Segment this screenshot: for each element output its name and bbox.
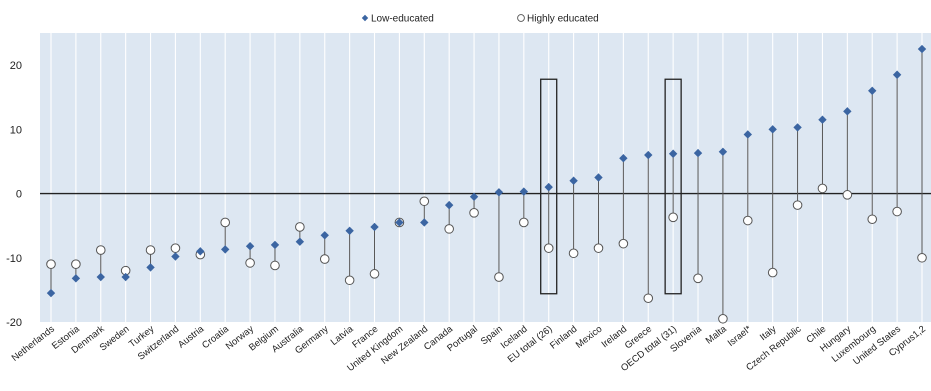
point-low-educated-slovenia <box>693 148 703 158</box>
highlight-boxes <box>540 78 682 295</box>
point-low-educated-iceland <box>519 187 529 196</box>
point-highly-educated-denmark <box>95 245 106 255</box>
point-highly-educated-france <box>369 269 380 279</box>
point-low-educated-spain <box>494 188 504 197</box>
point-highly-educated-cyprus1-2 <box>917 252 927 263</box>
point-low-educated-latvia <box>345 226 354 236</box>
point-highly-educated-oecd-total-31 <box>668 212 678 223</box>
y-tick-label: 10 <box>10 124 22 136</box>
point-highly-educated-greece <box>643 293 654 304</box>
legend-label-low-educated: Low-educated <box>371 14 434 25</box>
point-highly-educated-italy <box>767 267 778 278</box>
point-low-educated-turkey <box>146 263 155 272</box>
legend-marker-highly-educated <box>517 14 525 22</box>
point-low-educated-malta <box>718 147 728 157</box>
point-highly-educated-germany <box>319 254 330 264</box>
point-low-educated-israel <box>743 130 752 139</box>
data-points <box>46 44 927 324</box>
point-low-educated-norway <box>245 242 255 251</box>
x-label-malta: Malta <box>704 323 730 346</box>
y-tick-label: -10 <box>6 253 22 265</box>
point-low-educated-eu-total-26 <box>544 182 553 192</box>
point-highly-educated-turkey <box>145 245 156 255</box>
point-low-educated-netherlands <box>46 288 56 298</box>
point-highly-educated-portugal <box>469 208 479 218</box>
y-tick-label: 20 <box>10 60 22 72</box>
highlight-box-eu-total-26 <box>540 78 558 295</box>
point-highly-educated-eu-total-26 <box>543 243 554 253</box>
plot-area <box>40 33 931 322</box>
point-low-educated-canada <box>444 200 454 210</box>
point-low-educated-sweden <box>121 272 130 282</box>
point-low-educated-switzerland <box>171 252 180 261</box>
y-tick-label: 0 <box>16 189 22 201</box>
point-low-educated-estonia <box>71 274 81 283</box>
point-highly-educated-czech-republic <box>792 200 803 210</box>
x-label-israel: Israel* <box>726 324 754 349</box>
point-low-educated-australia <box>295 237 305 246</box>
point-highly-educated-mexico <box>593 243 604 253</box>
point-highly-educated-chile <box>817 183 828 194</box>
point-highly-educated-belgium <box>270 260 280 271</box>
point-low-educated-united-kingdom <box>395 218 404 227</box>
point-low-educated-belgium <box>270 240 280 250</box>
point-highly-educated-norway <box>245 258 255 268</box>
point-highly-educated-israel <box>743 215 753 226</box>
x-axis-labels: NetherlandsEstoniaDenmarkSwedenTurkeySwi… <box>10 323 928 374</box>
point-highly-educated-finland <box>568 248 579 259</box>
point-highly-educated-spain <box>494 272 504 282</box>
point-highly-educated-malta <box>718 313 728 324</box>
legend-marker-low-educated <box>361 14 369 22</box>
point-low-educated-italy <box>768 125 777 134</box>
point-low-educated-czech-republic <box>793 123 802 132</box>
point-low-educated-france <box>370 222 379 232</box>
point-highly-educated-netherlands <box>46 259 56 270</box>
point-highly-educated-slovenia <box>693 273 703 284</box>
point-low-educated-chile <box>818 115 827 124</box>
point-low-educated-new-zealand <box>420 218 429 227</box>
y-tick-label: -20 <box>6 317 22 329</box>
point-low-educated-luxembourg <box>868 86 877 95</box>
point-low-educated-ireland <box>619 154 628 163</box>
point-low-educated-united-states <box>892 70 902 79</box>
point-highly-educated-latvia <box>344 275 355 286</box>
point-highly-educated-new-zealand <box>419 196 430 207</box>
x-label-mexico: Mexico <box>574 324 604 351</box>
point-low-educated-germany <box>320 231 329 240</box>
point-low-educated-hungary <box>843 107 852 116</box>
point-low-educated-greece <box>644 150 653 160</box>
point-low-educated-croatia <box>221 245 230 254</box>
point-highly-educated-united-states <box>892 206 902 217</box>
point-highly-educated-luxembourg <box>867 214 878 225</box>
point-highly-educated-australia <box>295 222 305 232</box>
point-highly-educated-estonia <box>71 259 81 270</box>
point-highly-educated-croatia <box>220 217 230 228</box>
x-label-finland: Finland <box>548 324 579 352</box>
highlight-box-oecd-total-31 <box>664 78 682 295</box>
legend-label-highly-educated: Highly educated <box>527 14 599 25</box>
point-low-educated-austria <box>196 247 205 256</box>
point-low-educated-portugal <box>469 192 479 201</box>
point-low-educated-denmark <box>96 272 105 282</box>
point-highly-educated-ireland <box>618 238 629 249</box>
point-low-educated-finland <box>569 176 578 185</box>
point-highly-educated-iceland <box>519 217 529 228</box>
y-axis: -20 -10 0 10 20 <box>6 60 22 329</box>
legend: Low-educated Highly educated <box>361 14 599 25</box>
point-low-educated-mexico <box>594 173 603 182</box>
point-highly-educated-hungary <box>842 190 853 200</box>
point-highly-educated-switzerland <box>170 243 181 253</box>
point-low-educated-oecd-total-31 <box>668 149 678 158</box>
point-highly-educated-canada <box>444 224 454 234</box>
point-low-educated-cyprus1-2 <box>917 44 927 54</box>
